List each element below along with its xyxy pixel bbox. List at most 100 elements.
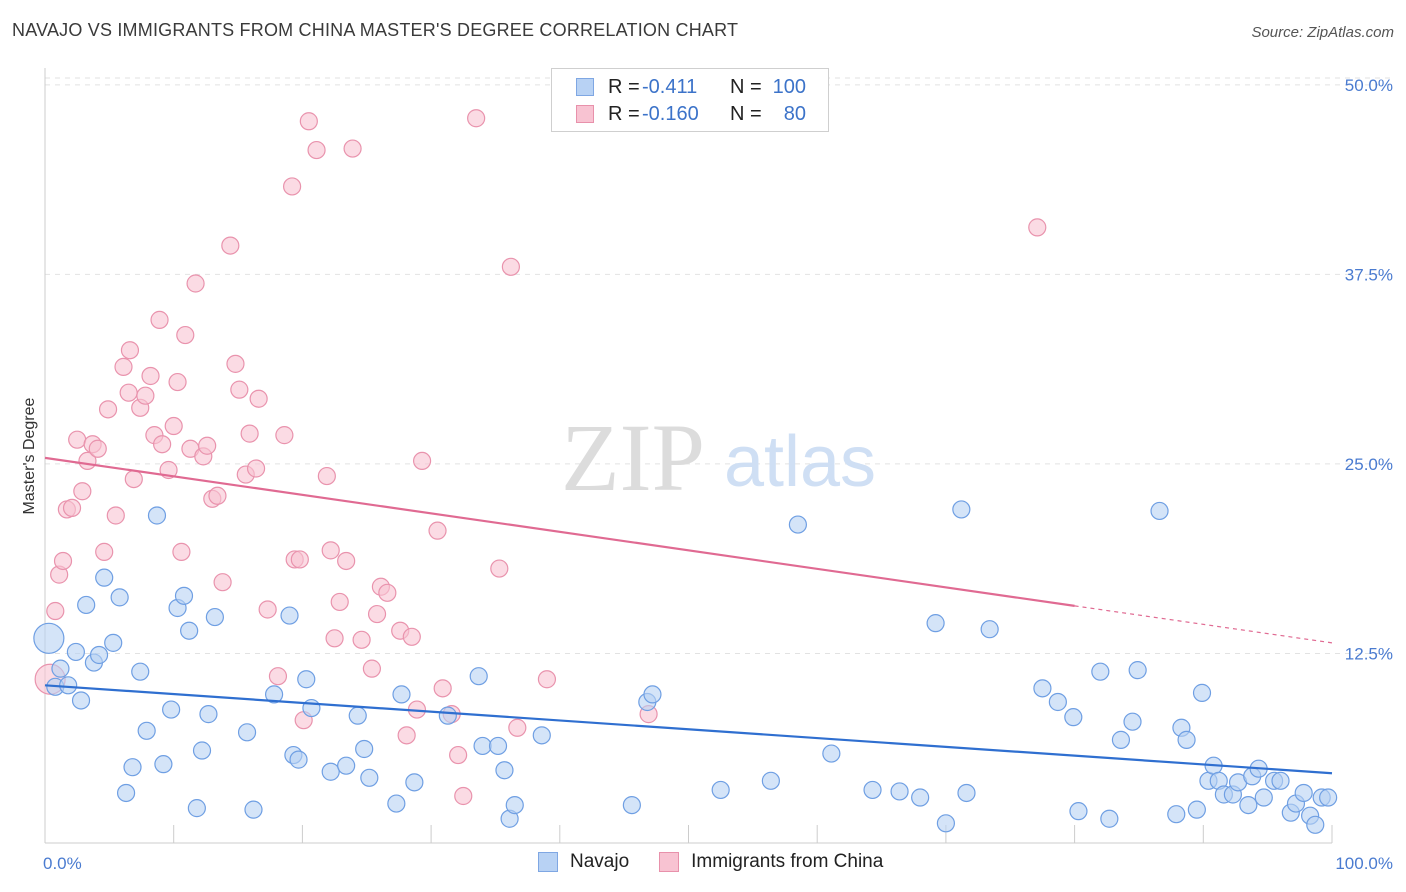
china-swatch: [576, 105, 594, 123]
data-point: [643, 685, 662, 704]
data-point: [172, 542, 191, 561]
data-point: [761, 771, 780, 790]
n-value: 100: [772, 75, 806, 98]
data-point: [325, 629, 344, 648]
data-point: [150, 310, 169, 329]
data-point: [59, 676, 78, 695]
data-point: [711, 780, 730, 800]
y-tick-label: 37.5%: [1345, 265, 1393, 284]
correlation-legend: R = -0.411 N = 100 R = -0.160 N = 80: [551, 68, 829, 132]
data-point: [467, 109, 486, 128]
data-point: [141, 366, 160, 386]
data-point: [501, 257, 520, 276]
data-point: [822, 744, 841, 763]
data-point: [1111, 730, 1131, 749]
data-point: [123, 758, 142, 777]
data-point: [77, 595, 96, 615]
data-point: [289, 750, 308, 769]
data-point: [244, 800, 263, 819]
data-point: [321, 541, 340, 560]
trend-lines: [44, 456, 1333, 775]
data-point: [1091, 662, 1110, 681]
navajo-swatch: [538, 852, 558, 872]
series-legend: Navajo Immigrants from China: [538, 851, 913, 873]
r-label: R =: [608, 102, 640, 125]
legend-item-china[interactable]: Immigrants from China: [659, 851, 883, 873]
data-point: [104, 633, 123, 652]
data-point: [208, 486, 227, 505]
data-point: [537, 670, 557, 689]
data-point: [95, 568, 114, 587]
data-point: [352, 630, 371, 649]
data-point: [68, 430, 87, 449]
y-tick-label: 12.5%: [1345, 644, 1393, 663]
data-point: [299, 112, 318, 131]
data-point: [505, 795, 524, 815]
data-point: [290, 550, 309, 569]
data-point: [490, 559, 509, 578]
data-point: [1128, 661, 1147, 680]
china-trend-extension: [1074, 605, 1333, 644]
navajo-trend-line: [44, 684, 1333, 775]
legend-navajo-label: Navajo: [570, 851, 630, 872]
x-tick-label-max: 100.0%: [1335, 854, 1393, 873]
legend-row-navajo: R = -0.411 N = 100: [576, 74, 806, 100]
data-point: [1177, 730, 1196, 749]
china-swatch: [659, 852, 680, 872]
data-point: [1150, 501, 1169, 521]
china-trend-line: [44, 456, 1075, 607]
data-point: [137, 721, 156, 740]
data-point: [321, 762, 340, 781]
data-point: [495, 761, 514, 780]
legend-china-label: Immigrants from China: [691, 851, 884, 872]
data-point: [53, 551, 73, 571]
data-point: [106, 506, 125, 525]
r-label: R =: [608, 75, 640, 98]
data-point: [198, 436, 217, 455]
data-point: [438, 706, 457, 725]
data-point: [337, 551, 356, 571]
data-point: [1069, 802, 1088, 821]
data-point: [469, 667, 488, 686]
data-point: [428, 521, 447, 540]
data-point: [258, 600, 277, 619]
data-point: [180, 621, 199, 640]
data-point: [275, 426, 294, 445]
data-point: [622, 795, 641, 815]
data-point: [268, 667, 288, 686]
data-point: [387, 794, 406, 813]
data-point: [237, 723, 257, 742]
watermark: ZIP atlas: [561, 404, 876, 511]
legend-row-china: R = -0.160 N = 80: [576, 101, 806, 127]
data-point: [317, 466, 336, 486]
data-point: [213, 573, 232, 592]
source-label: Source: ZipAtlas.com: [1251, 24, 1394, 41]
data-point: [221, 236, 240, 255]
data-point: [360, 768, 379, 787]
data-point: [508, 718, 527, 737]
data-point: [1167, 805, 1186, 824]
data-point: [71, 691, 91, 710]
data-point: [412, 451, 432, 471]
r-value: -0.411: [642, 75, 698, 98]
data-point: [863, 780, 882, 800]
y-tick-label: 25.0%: [1345, 455, 1393, 474]
data-point: [1254, 788, 1273, 807]
data-point: [264, 685, 284, 704]
navajo-swatch: [576, 78, 594, 96]
data-point: [926, 614, 945, 633]
data-point: [283, 177, 302, 196]
legend-item-navajo[interactable]: Navajo: [538, 851, 629, 873]
data-point: [473, 736, 492, 756]
data-point: [246, 459, 266, 478]
data-point: [153, 435, 172, 454]
data-point: [192, 741, 212, 760]
data-point: [355, 739, 374, 759]
data-point: [788, 515, 807, 534]
data-point: [343, 139, 362, 158]
data-point: [51, 659, 70, 678]
data-point: [1239, 795, 1258, 815]
data-point: [154, 755, 173, 774]
y-axis-title: Master's Degree: [21, 397, 38, 514]
data-point: [362, 659, 381, 678]
